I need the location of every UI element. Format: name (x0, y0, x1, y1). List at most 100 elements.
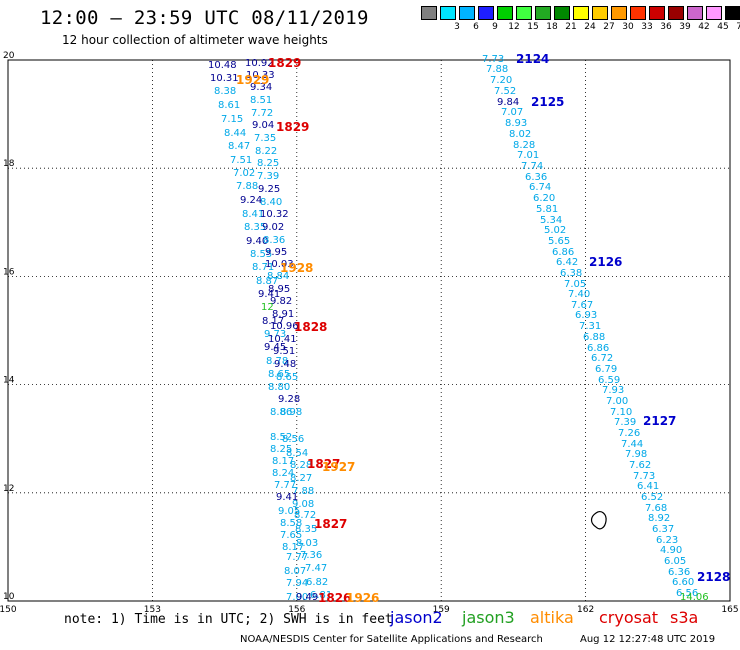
left-track-labels: 10.48 10.92 10.31 10.33 8.38 9.34 8.51 8.61 7.72… (208, 58, 332, 603)
swh-value: 7.39 (257, 171, 279, 182)
lon-tick-label: 165 (721, 605, 738, 615)
scale-swatch (459, 6, 475, 20)
swh-value: 7.74 (521, 161, 543, 172)
swh-value: 8.98 (280, 407, 302, 418)
swh-value: 6.86 (552, 247, 574, 258)
swh-value: 7.77 (286, 552, 308, 563)
island-shape (590, 510, 607, 530)
swh-value: 8.35 (244, 222, 266, 233)
swh-value: 6.52 (641, 492, 663, 503)
swh-value: 7.35 (254, 133, 276, 144)
lon-tick-label: 159 (433, 605, 450, 615)
swh-value: 5.34 (540, 215, 562, 226)
swh-value: 6.41 (637, 481, 659, 492)
swh-value: 8.28 (290, 460, 312, 471)
pass-time-label: 1828 (294, 320, 327, 334)
swh-value: 7.68 (645, 503, 667, 514)
swh-value: 7.88 (486, 64, 508, 75)
color-scale-legend: 36912151821242730333639424570(ft) (421, 6, 740, 36)
scale-swatch (725, 6, 740, 20)
swh-value: 4.90 (660, 545, 682, 556)
pass-time-label: 1827 (314, 517, 347, 531)
swh-value: 9.45 (264, 342, 286, 353)
swh-value: 7.88 (236, 181, 258, 192)
pass-time-label: 2128 (697, 570, 730, 584)
swh-value: 7.52 (494, 86, 516, 97)
swh-value: 6.56 (676, 588, 698, 599)
swh-value: 7.93 (602, 385, 624, 396)
swh-value: 8.78 (266, 356, 288, 367)
swh-value: 9.95 (265, 247, 287, 258)
swh-value: 8.55 (250, 249, 272, 260)
scale-swatch (516, 6, 532, 20)
swh-value: 6.05 (664, 556, 686, 567)
chart-title: 12:00 – 23:59 UTC 08/11/2019 (40, 7, 369, 29)
swh-value: 10.03 (265, 259, 294, 270)
swh-value: 6.74 (529, 182, 551, 193)
swh-value: 8.27 (290, 473, 312, 484)
scale-swatch (421, 6, 437, 20)
swh-value: 9.05 (278, 506, 300, 517)
swh-value: 8.80 (268, 382, 290, 393)
scale-swatch (668, 6, 684, 20)
scale-label: 6 (473, 22, 479, 32)
scale-swatch (611, 6, 627, 20)
swh-value: 6.81 (310, 590, 332, 601)
scale-label: 42 (698, 22, 710, 32)
lat-tick-label: 16 (3, 267, 15, 277)
swh-value: 7.51 (230, 155, 252, 166)
swh-value: 9.49 (296, 592, 318, 603)
swh-value: 8.95 (268, 284, 290, 295)
mission-altika: altika (530, 608, 574, 627)
swh-value: 8.91 (272, 309, 294, 320)
swh-value: 7.00 (286, 592, 308, 603)
swh-value: 8.61 (218, 100, 240, 111)
swh-value: 7.73 (482, 54, 504, 65)
swh-value: 7.20 (490, 75, 512, 86)
scale-label: 33 (641, 22, 653, 32)
scale-swatch (478, 6, 494, 20)
swh-value: 8.47 (228, 141, 250, 152)
swh-value: 7.88 (292, 486, 314, 497)
pass-time-label: 1826 (318, 591, 351, 605)
swh-value: 7.72 (251, 108, 273, 119)
swh-value: 6.79 (595, 364, 617, 375)
swh-value: 6.20 (533, 193, 555, 204)
swh-value: 7.94 (286, 578, 308, 589)
swh-value: 10.48 (208, 60, 237, 71)
lat-tick-label: 14 (3, 376, 15, 386)
swh-value: 8.87 (256, 276, 278, 287)
swh-value: 8.24 (272, 468, 294, 479)
pass-time-labels: 1829192918291928182818271927182718261926… (236, 52, 730, 605)
swh-value: 6.60 (672, 577, 694, 588)
lon-tick-label: 162 (577, 605, 594, 615)
swh-value: 9.84 (497, 97, 519, 108)
swh-value: 10.31 (210, 73, 239, 84)
pass-time-label: 1829 (276, 120, 309, 134)
swh-value: 10.32 (260, 209, 289, 220)
swh-value: 9.41 (258, 289, 280, 300)
swh-value: 8.41 (242, 209, 264, 220)
swh-value: 6.36 (668, 567, 690, 578)
scale-label: 70 (736, 22, 740, 32)
scale-swatch (592, 6, 608, 20)
swh-value: 8.51 (250, 95, 272, 106)
swh-value: 6.42 (556, 257, 578, 268)
swh-value: 7.40 (568, 289, 590, 300)
swh-value: 6.59 (598, 375, 620, 386)
swh-value: 6.82 (306, 577, 328, 588)
swh-value: 8.72 (294, 510, 316, 521)
swh-value: 7.26 (618, 428, 640, 439)
swh-value: 6.86 (587, 343, 609, 354)
swh-value: 8.07 (284, 566, 306, 577)
swh-value: 7.44 (621, 439, 643, 450)
swh-value: 10.96 (270, 321, 299, 332)
lat-tick-label: 10 (3, 592, 15, 602)
swh-value: 7.05 (564, 279, 586, 290)
scale-swatch (535, 6, 551, 20)
lon-tick-label: 150 (0, 605, 17, 615)
scale-label: 27 (603, 22, 615, 32)
scale-label: 12 (508, 22, 520, 32)
swh-value: 8.17 (272, 456, 294, 467)
